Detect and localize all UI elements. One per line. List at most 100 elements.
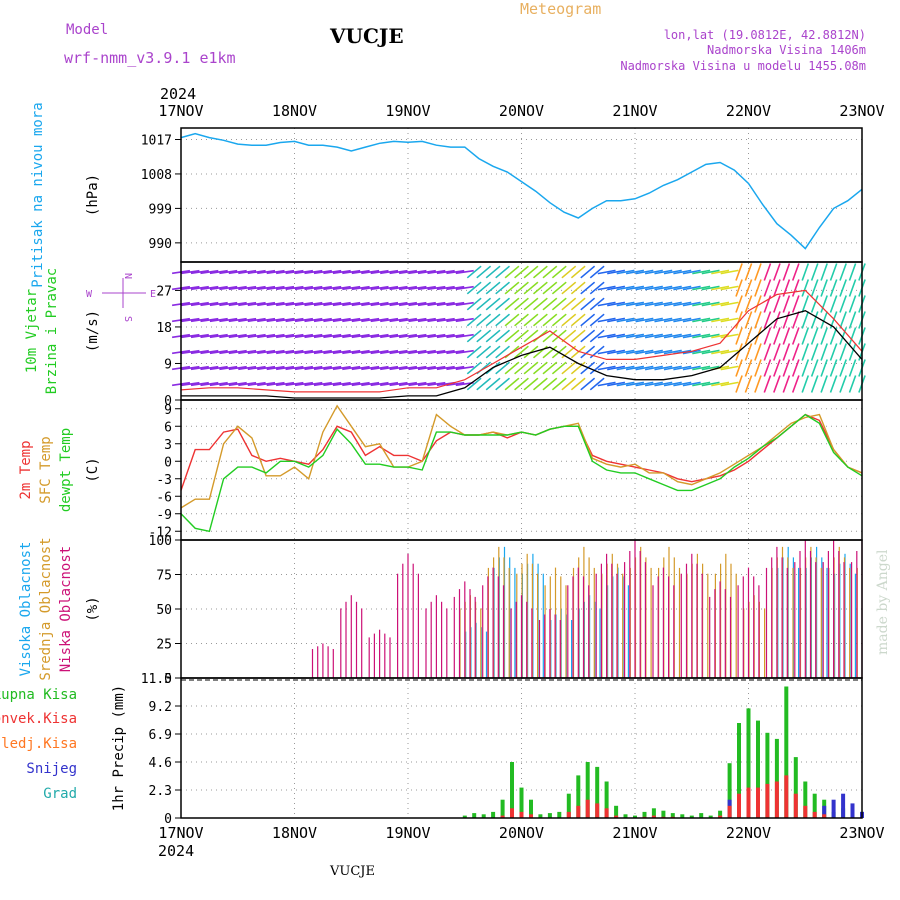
wind-barb: [589, 377, 605, 391]
wind-barb: [589, 297, 605, 311]
wind-barb: [427, 269, 446, 275]
wind-barb: [839, 343, 847, 361]
wind-barb: [514, 265, 529, 279]
wind-barb: [810, 343, 819, 361]
wind-barb: [455, 269, 474, 275]
wind-barb: [313, 365, 332, 371]
precip-bar-convective: [576, 805, 581, 818]
precip-legend-item: Grad: [43, 786, 77, 802]
day-label-top: 23NOV: [839, 102, 884, 120]
wind-barb: [361, 349, 380, 355]
wind-barb: [673, 269, 692, 275]
wind-barb: [361, 317, 380, 323]
wind-barb: [635, 285, 654, 291]
wind-barb: [561, 329, 577, 343]
panel-pressure: 1017 1008 999 990: [141, 132, 863, 252]
wind-barb: [495, 281, 511, 295]
wind-barb: [389, 365, 408, 371]
wind-barb: [848, 263, 857, 281]
y-tick-label: 6: [164, 420, 172, 435]
wind-barb: [839, 375, 847, 393]
wind-barb: [542, 313, 558, 327]
wind-barb: [763, 375, 772, 393]
y-tick-label: 18: [156, 321, 172, 336]
panel-label: Brzina i Pravac: [44, 268, 60, 394]
wind-barb: [829, 343, 838, 361]
wind-barb: [597, 381, 616, 387]
wind-barb: [408, 269, 427, 275]
panel-label: 10m Vjetar: [24, 289, 40, 373]
wind-barb: [247, 317, 266, 323]
wind-barb: [580, 313, 596, 327]
wind-barb: [773, 311, 781, 329]
day-label-top: 20NOV: [499, 102, 544, 120]
wind-barb: [275, 333, 295, 339]
wind-barb: [810, 375, 819, 393]
y-tick-label: 9: [164, 357, 172, 372]
wind-barb: [238, 365, 257, 371]
wind-barb: [561, 297, 577, 311]
wind-barb: [266, 269, 285, 275]
wind-barb: [635, 349, 654, 355]
precip-bar-total: [576, 775, 581, 818]
wind-barb: [181, 269, 200, 275]
wind-barb: [791, 279, 800, 297]
wind-barb: [190, 285, 209, 291]
y-tick-label: 0: [164, 812, 172, 827]
wind-barb: [829, 327, 838, 345]
wind-barb: [417, 317, 436, 323]
wind-barb: [801, 343, 810, 361]
wind-barb: [238, 285, 257, 291]
precip-bar-convective: [756, 787, 760, 818]
wind-barb: [219, 349, 238, 355]
wind-barb: [427, 301, 446, 307]
wind-barb: [754, 359, 762, 377]
wind-barb: [398, 365, 418, 371]
y-tick-label: 9: [164, 403, 172, 418]
wind-barb: [625, 333, 645, 339]
wind-barb: [219, 317, 238, 323]
wind-barb: [313, 381, 332, 387]
wind-barb: [228, 365, 247, 371]
wind-barb: [607, 285, 626, 291]
unit-label: (m/s): [85, 310, 101, 352]
wind-barb: [485, 297, 501, 311]
y-tick-label: 0: [164, 394, 172, 409]
wind-barb: [763, 263, 772, 281]
wind-barb: [829, 279, 838, 297]
wind-barb: [304, 365, 323, 371]
wind-barb: [580, 329, 596, 343]
wind-barb: [616, 301, 635, 307]
wind-barb: [701, 285, 720, 291]
wind-barb: [238, 381, 257, 387]
wind-barb: [820, 311, 828, 329]
wind-barb: [644, 349, 663, 355]
wind-barb: [532, 361, 548, 375]
wind-barb: [408, 349, 427, 355]
wind-barb: [773, 263, 781, 281]
wind-barb: [266, 301, 285, 307]
wind-barb: [247, 333, 266, 339]
wind-barb: [275, 365, 295, 371]
wind-barb: [829, 263, 838, 281]
wind-barb: [673, 365, 692, 371]
wind-barb: [692, 301, 711, 307]
precip-bar-total: [670, 813, 675, 818]
wind-barb: [720, 317, 739, 323]
wind-barb: [304, 285, 323, 291]
wind-barb: [380, 333, 399, 339]
wind-barb: [485, 345, 501, 359]
panel-label: Niska Oblacnost: [58, 546, 74, 672]
wind-barb: [219, 285, 238, 291]
wind-barb: [754, 375, 762, 393]
precip-bar-snow: [831, 799, 836, 818]
y-tick-label: 100: [149, 534, 172, 549]
temp-dewpt-line: [180, 413, 863, 533]
wind-barb: [436, 333, 455, 339]
wind-barb: [313, 317, 332, 323]
wind-barb: [417, 269, 436, 275]
wind-barb: [839, 295, 847, 313]
wind-barb: [323, 333, 342, 339]
wind-barb: [408, 301, 427, 307]
day-label-top: 19NOV: [385, 102, 430, 120]
